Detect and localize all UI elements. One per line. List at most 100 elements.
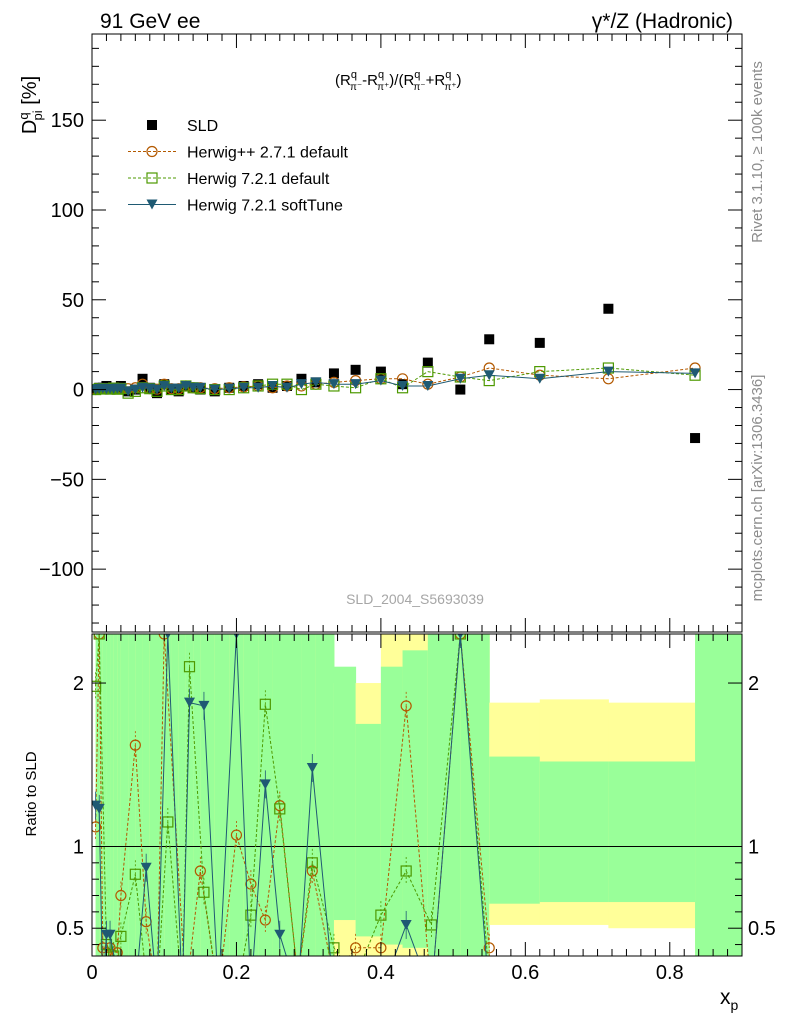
x-tick-label: 0.2 [223,962,251,984]
legend-entry: Herwig++ 2.7.1 default [128,145,349,162]
data-point [184,697,195,708]
band-green [200,634,216,956]
svg-text:Dqpi [%]: Dqpi [%] [16,76,45,134]
data-point [115,383,127,394]
data-point [328,942,340,954]
band-green [149,634,158,956]
series-herwig-7-2-1-default [92,634,488,999]
data-point [375,375,387,386]
data-point [92,821,102,833]
band-green [106,634,111,956]
header-right: γ*/Z (Hadronic) [592,10,733,33]
data-point [306,857,318,869]
data-point [245,878,257,890]
x-tick-label: 0.4 [367,962,395,984]
band-green [229,634,245,956]
data-point [375,989,386,999]
series-herwig-7-2-1-softtune [92,634,487,999]
analysis-id: SLD_2004_S5693039 [346,591,484,607]
ratio-frame [91,633,743,957]
ratio-y-tick-label-right: 2 [748,673,759,695]
band-green [171,634,180,956]
data-point [690,433,701,444]
data-point [400,919,412,930]
data-point [158,380,170,391]
band-green [117,634,122,956]
data-point [602,366,614,377]
band-green [214,634,230,956]
data-point [350,364,361,375]
legend-label: SLD [187,118,218,135]
band-green [380,666,404,945]
band-green [102,634,107,956]
data-point [422,357,433,368]
data-point [165,383,177,394]
data-point [177,989,187,999]
legend-entry: Herwig 7.2.1 softTune [128,198,343,215]
data-point [97,989,108,999]
legend-marker [147,120,157,130]
data-point [351,972,361,982]
data-point [92,680,102,692]
data-point [187,382,199,393]
x-tick-label: 0.6 [511,962,539,984]
data-point [104,929,116,940]
data-point [426,989,437,999]
legend-label: Herwig 7.2.1 default [187,171,330,188]
data-point [173,383,185,394]
band-green [157,634,165,956]
band-green [142,634,151,956]
legend-label: Herwig++ 2.7.1 default [187,145,349,162]
data-point [400,865,412,877]
data-point [115,930,127,942]
formula: (Rq π⁻-Rq π⁺)/(Rq π⁻+Rq π⁺) [335,69,462,93]
x-tick-label: 0.8 [656,962,684,984]
data-point [152,989,162,999]
band-green [95,634,100,956]
formula-text: (Rq π⁻-Rq π⁺)/(Rq π⁻+Rq π⁺) [335,69,462,93]
data-point [293,972,303,982]
band-green [178,634,187,956]
data-point [108,950,120,956]
data-point [484,334,495,345]
data-point [457,634,464,639]
data-point [198,886,210,898]
rivet-label: Rivet 3.1.10, ≥ 100k events [749,61,766,243]
y-axis-title: Dqpi [%] [16,76,45,134]
data-point [181,989,191,999]
band-green [243,634,259,956]
data-point [177,989,188,999]
legend-label: Herwig 7.2.1 softTune [187,198,343,215]
band-green [539,761,609,903]
band-green [695,634,742,956]
data-point [329,972,339,982]
data-point [328,989,339,999]
data-point [209,384,221,395]
data-point [152,989,162,999]
data-point [115,989,126,999]
x-tick-label: 0 [86,962,97,984]
header-left: 91 GeV ee [100,10,200,33]
data-point [293,972,303,982]
data-point [129,384,141,395]
data-point [274,803,286,815]
data-point [198,700,210,711]
y-tick-label: 100 [51,200,84,222]
data-point [483,370,495,381]
data-point [129,739,141,751]
band-green [489,756,541,904]
data-point [292,989,303,999]
data-point [328,368,339,379]
legend-marker [146,172,158,184]
data-point [130,989,141,999]
band-green [110,634,115,956]
legend-marker [146,199,158,210]
data-point [422,380,434,391]
data-point [141,972,151,982]
data-point [93,803,105,814]
data-point [111,947,123,956]
data-point [259,698,271,710]
data-point [397,380,409,391]
band-green [315,634,335,956]
band-green [287,634,302,956]
